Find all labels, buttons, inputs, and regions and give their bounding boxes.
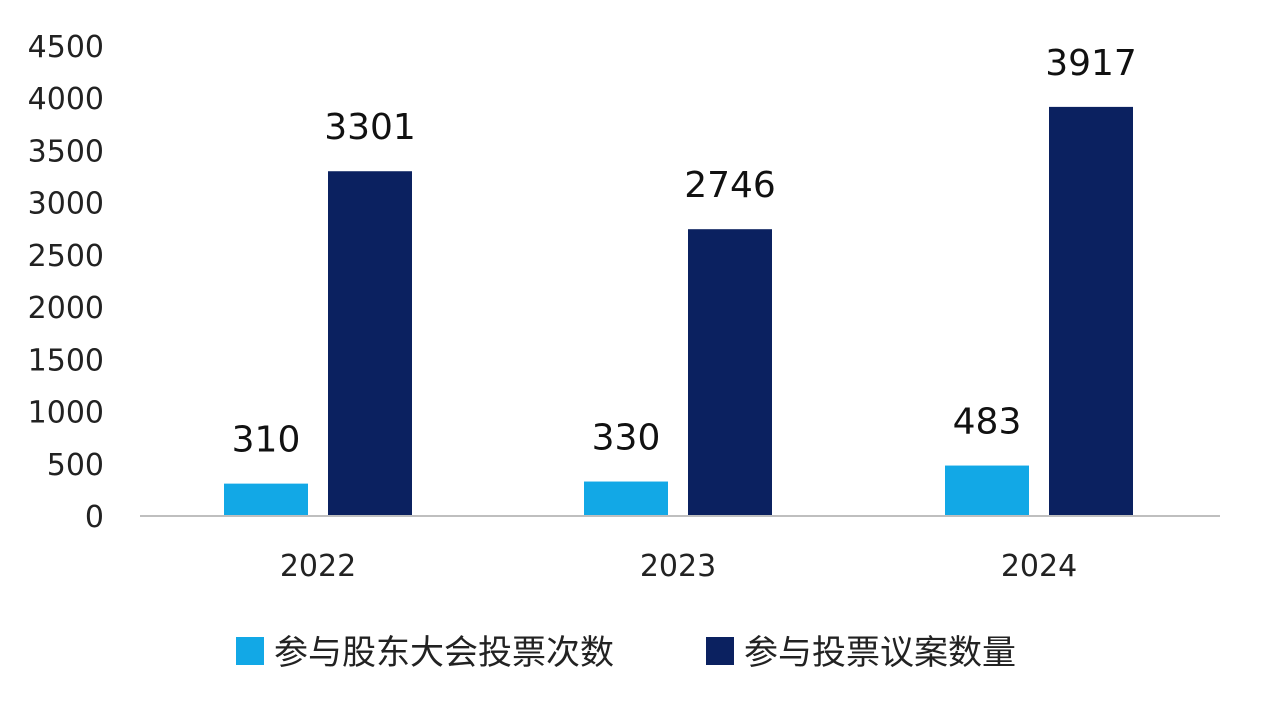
data-label: 483 <box>953 402 1022 443</box>
y-tick-label: 500 <box>47 448 104 483</box>
y-tick-label: 4500 <box>28 30 104 65</box>
legend-swatch <box>236 637 264 665</box>
x-category-label: 2022 <box>280 549 356 584</box>
data-labels: 310 3301 330 2746 483 3917 <box>232 43 1137 461</box>
y-tick-label: 3000 <box>28 187 104 222</box>
y-tick-label: 2500 <box>28 239 104 274</box>
y-tick-label: 0 <box>85 500 104 535</box>
legend-label: 参与投票议案数量 <box>744 633 1016 673</box>
data-label: 2746 <box>684 165 776 206</box>
bar-series-2-2023 <box>688 229 772 516</box>
x-category-label: 2023 <box>640 549 716 584</box>
y-tick-label: 4000 <box>28 82 104 117</box>
bar-series-1-2024 <box>945 465 1029 516</box>
y-tick-label: 1000 <box>28 396 104 431</box>
legend-swatch <box>706 637 734 665</box>
bars <box>224 106 1133 516</box>
x-axis: 2022 2023 2024 <box>280 549 1077 584</box>
y-tick-label: 1500 <box>28 343 104 378</box>
bar-series-2-2024 <box>1049 106 1133 516</box>
legend-label: 参与股东大会投票次数 <box>274 633 614 673</box>
y-axis: 0 500 1000 1500 2000 2500 3000 3500 4000 4500 <box>28 30 104 535</box>
y-tick-label: 3500 <box>28 134 104 169</box>
bar-series-1-2022 <box>224 483 308 516</box>
x-category-label: 2024 <box>1001 549 1077 584</box>
data-label: 3301 <box>324 107 416 148</box>
data-label: 310 <box>232 420 301 461</box>
bar-series-2-2022 <box>328 171 412 516</box>
y-tick-label: 2000 <box>28 291 104 326</box>
legend: 参与股东大会投票次数 参与投票议案数量 <box>236 633 1016 673</box>
data-label: 3917 <box>1045 43 1137 84</box>
data-label: 330 <box>592 418 661 459</box>
bar-series-1-2023 <box>584 481 668 516</box>
